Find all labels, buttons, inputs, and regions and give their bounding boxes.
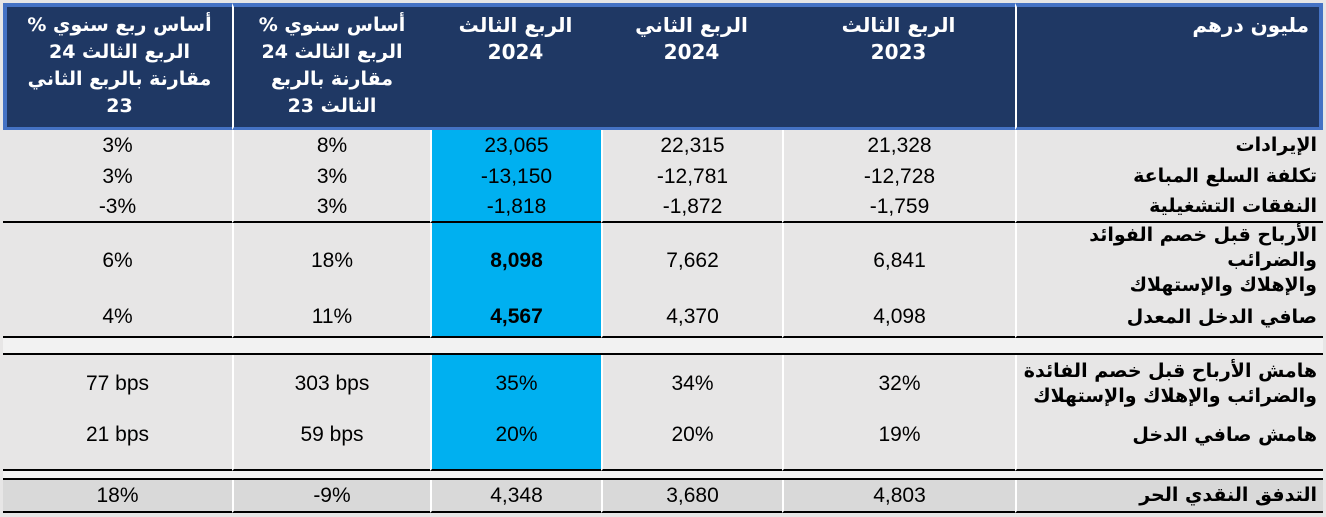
cell-ebitda-q2-2024: 7,662: [601, 223, 782, 298]
cell-ebitda-q3-2023: 6,841: [782, 223, 1015, 298]
cell-revenue-q3-2023: 21,328: [782, 130, 1015, 161]
cell-ebitda-margin-yoy: 303 bps: [232, 355, 430, 413]
cell-net-margin-q3-2024: 20%: [430, 413, 601, 471]
row-net-income: صافي الدخل المعدل 4,098 4,370 4,567 11% …: [3, 298, 1323, 338]
cell-net-margin-q2-2024: 20%: [601, 413, 782, 471]
header-yoy-change: أساس سنوي % الربع الثالث 24 مقارنة بالرب…: [232, 3, 430, 130]
header-unit: مليون درهم: [1015, 3, 1323, 130]
row-label-ebitda-margin: هامش الأرباح قبل خصم الفائدة والضرائب وا…: [1015, 355, 1323, 413]
header-yoy-line3: مقارنة بالربع: [270, 68, 394, 90]
cell-fcf-q3-2023: 4,803: [782, 480, 1015, 513]
header-q3-2023-line2: 2023: [870, 40, 927, 64]
row-label-ebitda-line2: والإهلاك والإستهلاك: [1129, 274, 1317, 296]
header-q3-2023: الربع الثالث 2023: [782, 3, 1015, 130]
cell-net-income-q2-2024: 4,370: [601, 298, 782, 338]
row-label-ebitda-margin-line1: هامش الأرباح قبل خصم الفائدة: [1023, 360, 1317, 382]
row-label-revenue: الإيرادات: [1015, 130, 1323, 161]
header-yoy-line4: الثالث 23: [287, 95, 377, 117]
header-qoq-change: أساس ربع سنوي % الربع الثالث 24 مقارنة ب…: [3, 3, 232, 130]
header-q2-2024-line1: الربع الثاني: [635, 13, 748, 37]
cell-opex-q2-2024: -1,872: [601, 192, 782, 223]
cell-fcf-qoq: 18%: [3, 480, 232, 513]
spacer-cell: [3, 338, 1323, 355]
header-q2-2024: الربع الثاني 2024: [601, 3, 782, 130]
row-ebitda: الأرباح قبل خصم الفوائد والضرائب والإهلا…: [3, 223, 1323, 298]
header-qoq-line2: الربع الثالث 24: [48, 41, 191, 63]
cell-ebitda-qoq: 6%: [3, 223, 232, 298]
cell-fcf-q2-2024: 3,680: [601, 480, 782, 513]
cell-net-margin-qoq: 21 bps: [3, 413, 232, 471]
row-revenue: الإيرادات 21,328 22,315 23,065 8% 3%: [3, 130, 1323, 161]
cell-opex-q3-2024: -1,818: [430, 192, 601, 223]
row-net-margin: هامش صافي الدخل 19% 20% 20% 59 bps 21 bp…: [3, 413, 1323, 471]
row-label-free-cash-flow: التدفق النقدي الحر: [1015, 480, 1323, 513]
row-label-net-margin: هامش صافي الدخل: [1015, 413, 1323, 471]
row-opex: النفقات التشغيلية -1,759 -1,872 -1,818 3…: [3, 192, 1323, 223]
cell-opex-yoy: 3%: [232, 192, 430, 223]
header-qoq-line4: 23: [106, 95, 133, 117]
cell-net-margin-q3-2023: 19%: [782, 413, 1015, 471]
header-qoq-line1: أساس ربع سنوي %: [27, 14, 212, 36]
header-qoq-line3: مقارنة بالربع الثاني: [27, 68, 212, 90]
cell-ebitda-margin-q3-2023: 32%: [782, 355, 1015, 413]
header-q3-2024: الربع الثالث 2024: [430, 3, 601, 130]
table-body: الإيرادات 21,328 22,315 23,065 8% 3% تكل…: [3, 130, 1323, 513]
table-header: مليون درهم الربع الثالث 2023 الربع الثان…: [3, 3, 1323, 130]
row-free-cash-flow: التدفق النقدي الحر 4,803 3,680 4,348 -9%…: [3, 480, 1323, 513]
row-label-ebitda-margin-line2: والضرائب والإهلاك والإستهلاك: [1033, 385, 1317, 407]
cell-cogs-q3-2023: -12,728: [782, 161, 1015, 192]
header-row: مليون درهم الربع الثالث 2023 الربع الثان…: [3, 3, 1323, 130]
cell-ebitda-margin-q2-2024: 34%: [601, 355, 782, 413]
cell-cogs-qoq: 3%: [3, 161, 232, 192]
cell-opex-qoq: -3%: [3, 192, 232, 223]
header-q3-2024-line1: الربع الثالث: [458, 13, 573, 37]
row-label-cogs: تكلفة السلع المباعة: [1015, 161, 1323, 192]
cell-revenue-qoq: 3%: [3, 130, 232, 161]
cell-revenue-q2-2024: 22,315: [601, 130, 782, 161]
row-label-opex: النفقات التشغيلية: [1015, 192, 1323, 223]
cell-revenue-yoy: 8%: [232, 130, 430, 161]
cell-net-income-q3-2023: 4,098: [782, 298, 1015, 338]
cell-fcf-yoy: -9%: [232, 480, 430, 513]
cell-ebitda-yoy: 18%: [232, 223, 430, 298]
header-q2-2024-line2: 2024: [663, 40, 720, 64]
row-label-net-income: صافي الدخل المعدل: [1015, 298, 1323, 338]
header-yoy-line1: أساس سنوي %: [258, 14, 406, 36]
cell-net-margin-yoy: 59 bps: [232, 413, 430, 471]
row-label-ebitda-line1: الأرباح قبل خصم الفوائد والضرائب: [1089, 224, 1317, 271]
row-ebitda-margin: هامش الأرباح قبل خصم الفائدة والضرائب وا…: [3, 355, 1323, 413]
cell-net-income-qoq: 4%: [3, 298, 232, 338]
cell-opex-q3-2023: -1,759: [782, 192, 1015, 223]
cell-net-income-q3-2024: 4,567: [430, 298, 601, 338]
header-yoy-line2: الربع الثالث 24: [261, 41, 403, 63]
cell-ebitda-margin-qoq: 77 bps: [3, 355, 232, 413]
cell-ebitda-q3-2024: 8,098: [430, 223, 601, 298]
row-cogs: تكلفة السلع المباعة -12,728 -12,781 -13,…: [3, 161, 1323, 192]
spacer-row: [3, 338, 1323, 355]
cell-ebitda-margin-q3-2024: 35%: [430, 355, 601, 413]
cell-net-income-yoy: 11%: [232, 298, 430, 338]
cell-fcf-q3-2024: 4,348: [430, 480, 601, 513]
spacer-cell: [3, 471, 1323, 480]
cell-cogs-yoy: 3%: [232, 161, 430, 192]
cell-cogs-q2-2024: -12,781: [601, 161, 782, 192]
cell-revenue-q3-2024: 23,065: [430, 130, 601, 161]
row-label-ebitda: الأرباح قبل خصم الفوائد والضرائب والإهلا…: [1015, 223, 1323, 298]
cell-cogs-q3-2024: -13,150: [430, 161, 601, 192]
header-q3-2023-line1: الربع الثالث: [841, 13, 956, 37]
header-q3-2024-line2: 2024: [487, 40, 544, 64]
financial-results-table: مليون درهم الربع الثالث 2023 الربع الثان…: [3, 3, 1323, 513]
spacer-row: [3, 471, 1323, 480]
